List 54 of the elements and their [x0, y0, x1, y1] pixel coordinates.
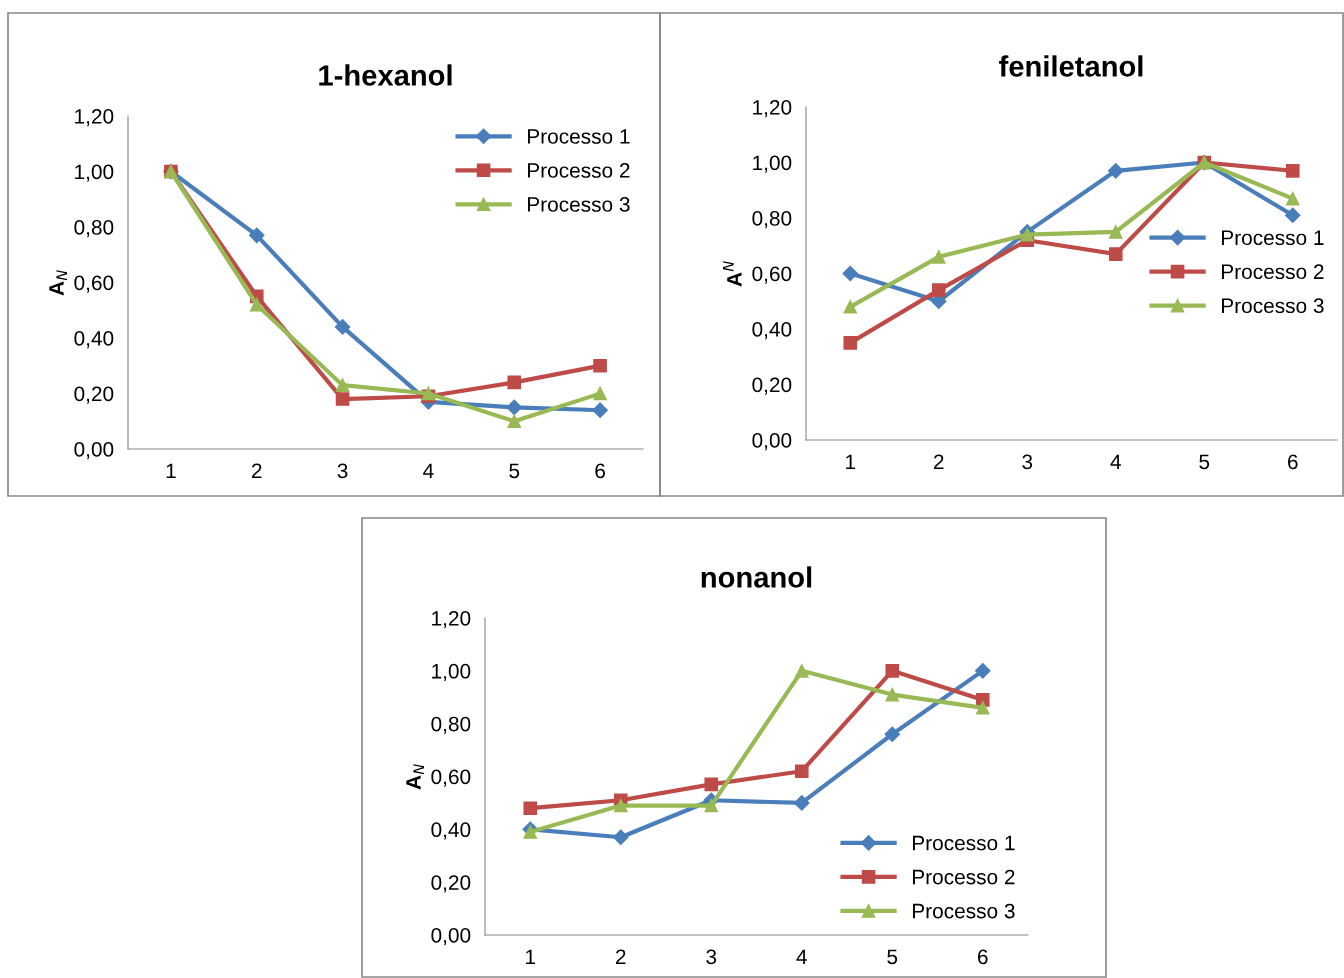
- y-tick-label: 1,20: [753, 100, 792, 118]
- y-tick-label: 1,20: [432, 611, 471, 629]
- x-tick-label: 4: [796, 949, 807, 964]
- y-axis-title: A$^{N}$: [722, 261, 742, 287]
- x-tick-label: 3: [337, 463, 348, 479]
- legend-label: Processo 2: [913, 869, 1015, 885]
- x-tick-label: 6: [1288, 454, 1298, 470]
- legend-label: Processo 1: [913, 835, 1015, 851]
- y-tick-label: 0,00: [752, 433, 792, 451]
- chart-title: 1-hexanol: [319, 64, 452, 86]
- y-axis-title: A$_{N}$: [49, 270, 68, 296]
- legend-label: Processo 3: [1222, 298, 1324, 314]
- y-tick-label: 0,40: [74, 331, 114, 349]
- x-tick-label: 1: [846, 454, 856, 469]
- x-tick-label: 4: [1110, 454, 1121, 469]
- y-tick-label: 0,40: [752, 322, 792, 340]
- x-tick-label: 6: [978, 949, 988, 965]
- y-tick-label: 0,80: [74, 220, 114, 238]
- y-tick-label: 0,20: [752, 377, 792, 395]
- y-tick-label: 1,20: [75, 109, 114, 127]
- x-tick-label: 3: [706, 949, 717, 965]
- y-tick-label: 0,80: [752, 211, 792, 229]
- x-tick-label: 3: [1022, 454, 1033, 470]
- x-tick-label: 5: [1199, 454, 1210, 470]
- y-tick-label: 0,60: [752, 266, 792, 284]
- legend-label: Processo 3: [528, 197, 630, 212]
- y-tick-label: 0,60: [74, 275, 114, 293]
- y-axis-title: A$_{N}$: [406, 764, 425, 790]
- x-tick-label: 1: [166, 463, 176, 478]
- x-tick-label: 5: [509, 463, 520, 479]
- y-tick-label: 1,00: [75, 164, 114, 182]
- x-tick-label: 6: [595, 463, 605, 479]
- x-tick-label: 5: [887, 949, 898, 965]
- x-tick-label: 4: [423, 463, 434, 478]
- y-tick-label: 1,00: [432, 663, 471, 682]
- y-tick-label: 0,20: [74, 386, 114, 404]
- legend-label: Processo 2: [1222, 264, 1324, 280]
- legend-label: Processo 3: [913, 903, 1015, 919]
- y-tick-label: 0,40: [431, 822, 471, 840]
- x-tick-label: 2: [252, 463, 262, 478]
- chart-title: feniletanol: [999, 55, 1143, 77]
- legend-label: Processo 1: [1222, 230, 1324, 246]
- x-tick-label: 2: [934, 454, 944, 469]
- y-tick-label: 0,00: [74, 442, 114, 460]
- y-tick-label: 0,20: [431, 875, 471, 893]
- y-tick-label: 0,00: [431, 928, 471, 946]
- legend-label: Processo 1: [528, 129, 630, 144]
- x-tick-label: 1: [526, 949, 536, 964]
- y-tick-label: 1,00: [753, 155, 792, 173]
- y-tick-label: 0,60: [431, 769, 471, 787]
- chart-title: nonanol: [701, 566, 812, 588]
- y-tick-label: 0,80: [431, 716, 471, 734]
- x-tick-label: 2: [616, 949, 626, 964]
- legend-label: Processo 2: [528, 163, 630, 178]
